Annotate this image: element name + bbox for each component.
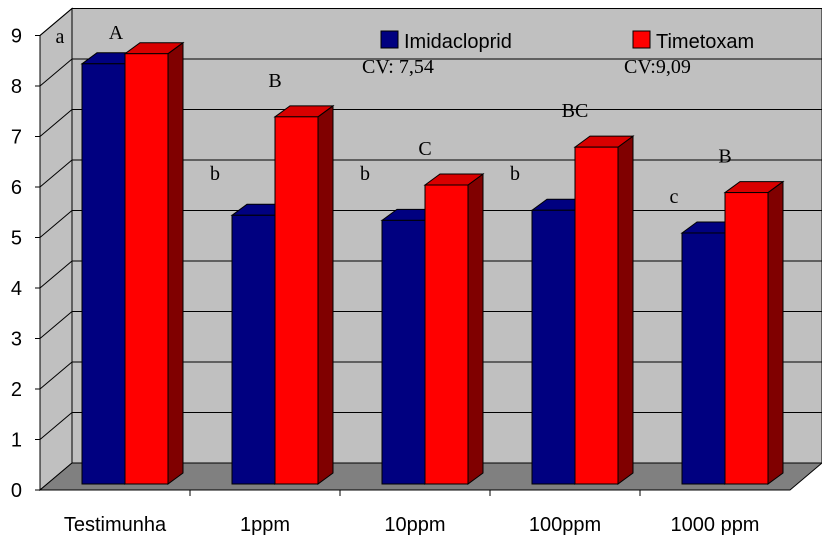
y-tick-label: 9 (11, 26, 22, 48)
bar-front (231, 214, 276, 485)
bar-timetoxam-100ppm (573, 135, 635, 485)
bar-side (167, 41, 184, 485)
bar-timetoxam-1ppm (273, 104, 335, 485)
x-tick-label-10ppm: 10ppm (384, 514, 445, 536)
gridline (39, 159, 822, 188)
y-tick-label: 5 (11, 228, 22, 250)
bar-side (617, 135, 634, 485)
y-tick-label: 4 (11, 278, 22, 300)
y-tick-label: 6 (11, 177, 22, 199)
x-tick-label-1000-ppm: 1000 ppm (671, 514, 760, 536)
bar-front (531, 209, 576, 485)
bars (80, 41, 785, 485)
y-tick-label: 7 (11, 127, 22, 149)
significance-letter-timetoxam-100ppm: BC (562, 100, 589, 122)
legend-label-imidacloprid: Imidacloprid (404, 31, 512, 53)
bar-front (274, 116, 319, 485)
gridline (39, 8, 822, 36)
significance-letter-imidacloprid-100ppm: b (510, 163, 520, 185)
significance-letter-timetoxam-1000-ppm: B (718, 146, 731, 168)
bar-side (767, 180, 784, 485)
legend-swatch-timetoxam (632, 30, 651, 49)
x-tick-label-1ppm: 1ppm (240, 514, 290, 536)
axes: 0 1 2 3 4 5 6 7 8 9 Testimunha 1ppm 10ppm 100ppm 1000 … (11, 26, 790, 536)
y-tick-label: 8 (11, 76, 22, 98)
bar-timetoxam-10ppm (423, 173, 485, 485)
y-tick-label: 1 (11, 430, 22, 452)
significance-letter-timetoxam-1ppm: B (268, 70, 281, 92)
y-tick-label: 2 (11, 379, 22, 401)
gridline (39, 109, 822, 137)
significance-letter-timetoxam-10ppm: C (418, 138, 431, 160)
significance-letter-imidacloprid-1000-ppm: c (670, 186, 679, 208)
bar-timetoxam-testimunha (123, 41, 185, 485)
bar-front (381, 219, 426, 485)
legend-label-timetoxam: Timetoxam (656, 31, 754, 53)
legend: Imidacloprid Timetoxam CV: 7,54 CV:9,09 (362, 30, 754, 78)
y-tick-label: 3 (11, 329, 22, 351)
bar-front (124, 53, 169, 485)
bar-front (574, 146, 619, 485)
bar-front (681, 232, 726, 485)
bar-side (317, 104, 334, 485)
bar-side (467, 173, 484, 485)
bar-timetoxam-1000-ppm (723, 180, 785, 485)
cv-label-timetoxam: CV:9,09 (624, 56, 691, 78)
significance-letter-imidacloprid-1ppm: b (210, 163, 220, 185)
significance-letter-timetoxam-testimunha: A (109, 22, 124, 44)
bar-front (424, 184, 469, 485)
bar-front (724, 192, 769, 485)
x-tick-label-100ppm: 100ppm (529, 514, 601, 536)
y-tick-label: 0 (11, 480, 22, 502)
significance-letter-imidacloprid-testimunha: a (56, 26, 65, 48)
gridline (39, 58, 822, 87)
bar-front (81, 63, 126, 485)
side-wall (39, 7, 73, 492)
cv-label-imidacloprid: CV: 7,54 (362, 56, 434, 78)
x-tick-label-testimunha: Testimunha (64, 514, 167, 536)
significance-letter-imidacloprid-10ppm: b (360, 163, 370, 185)
legend-swatch-imidacloprid (380, 30, 399, 49)
